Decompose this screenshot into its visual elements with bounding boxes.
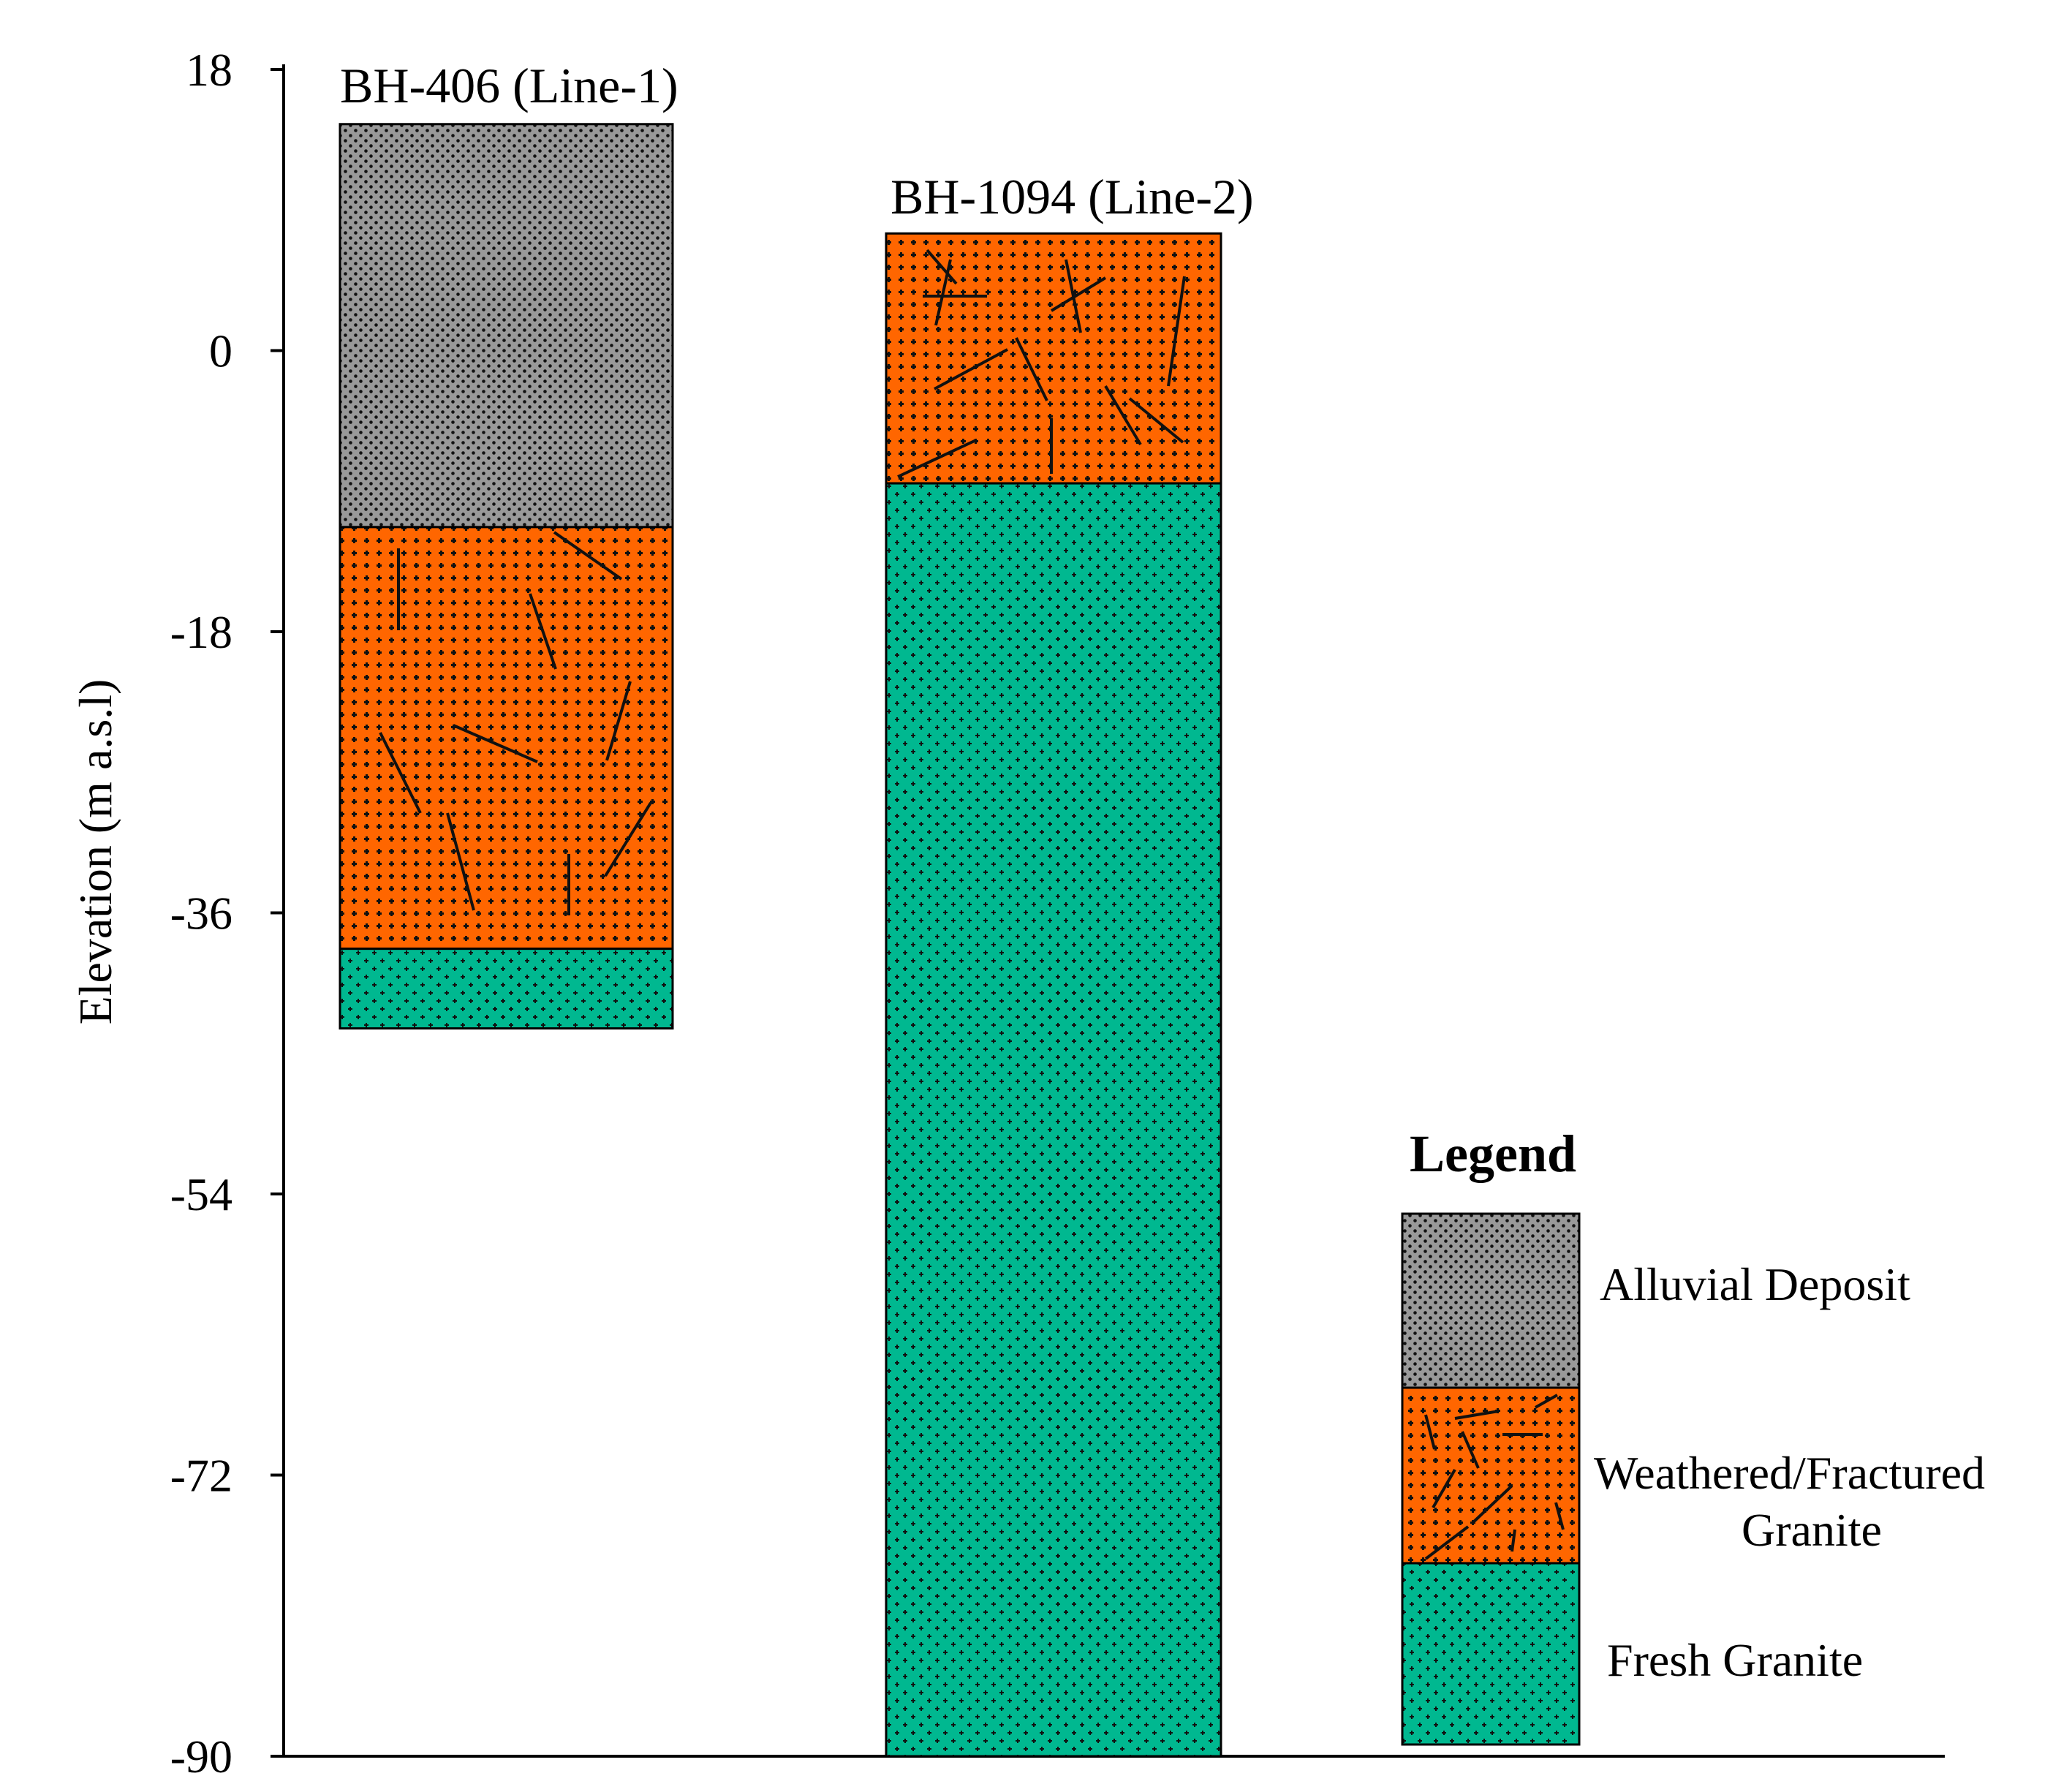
- borehole-bh-1094: BH-1094 (Line-2): [885, 169, 1254, 1758]
- legend-label-weathered-line2: Granite: [1742, 1504, 1882, 1556]
- fracture-marks: [897, 249, 1186, 478]
- y-axis-ticks: 18 0 -18 -36 -54 -72 -90: [170, 44, 284, 1783]
- fracture-marks: [379, 531, 652, 915]
- y-tick-label: -54: [170, 1168, 232, 1220]
- legend-label-weathered-line1: Weathered/Fractured: [1594, 1447, 1985, 1499]
- legend-label-alluvial: Alluvial Deposit: [1600, 1258, 1910, 1310]
- layer-alluvial: [339, 123, 674, 529]
- borehole-bh-406: BH-406 (Line-1): [339, 58, 678, 1030]
- y-tick-label: 0: [209, 325, 232, 377]
- legend-swatch-alluvial: [1401, 1212, 1581, 1389]
- legend: Legend Alluvial Deposit Weathered/Fractu…: [1401, 1125, 1985, 1746]
- y-tick-label: -18: [170, 606, 232, 658]
- y-tick-label: -36: [170, 888, 232, 940]
- y-tick-label: 18: [186, 44, 232, 96]
- borehole-label-bh-406: BH-406 (Line-1): [340, 58, 678, 113]
- legend-swatch-weathered: [1401, 1386, 1581, 1565]
- y-axis-title: Elevation (m a.s.l): [69, 679, 121, 1025]
- layer-fresh: [885, 482, 1222, 1758]
- layer-weathered: [885, 232, 1222, 485]
- legend-swatch-fresh: [1401, 1562, 1581, 1746]
- y-tick-label: -90: [170, 1731, 232, 1783]
- layer-fresh: [339, 948, 674, 1030]
- y-tick-label: -72: [170, 1450, 232, 1502]
- legend-fracture-marks: [1424, 1394, 1565, 1560]
- layer-weathered: [339, 526, 674, 950]
- legend-label-fresh: Fresh Granite: [1607, 1634, 1863, 1686]
- legend-title: Legend: [1410, 1125, 1576, 1183]
- borehole-label-bh-1094: BH-1094 (Line-2): [891, 169, 1254, 224]
